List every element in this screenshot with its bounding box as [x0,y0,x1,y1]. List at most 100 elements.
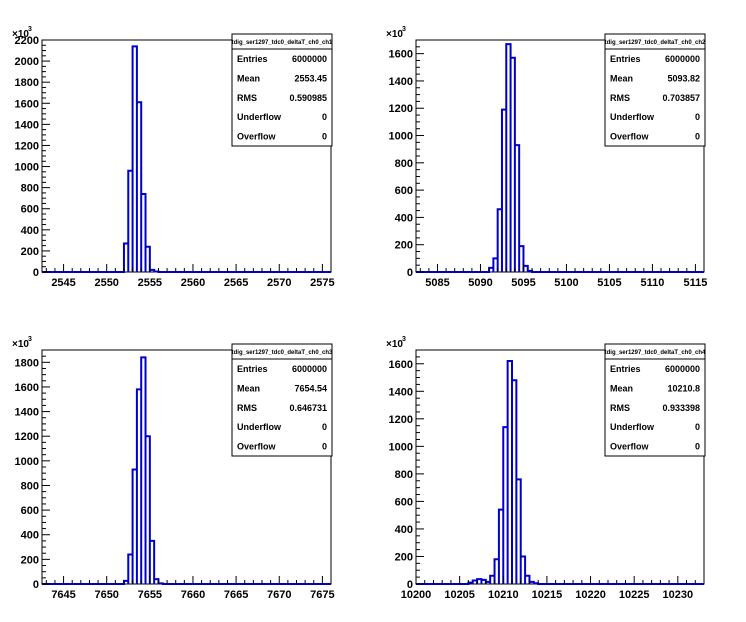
x-tick-label: 2555 [138,277,162,289]
stats-label: Entries [610,54,641,64]
x-tick-label: 5110 [640,277,664,289]
stats-value: 0 [695,442,700,452]
stats-label: Mean [237,383,260,393]
stats-label: RMS [237,93,257,103]
x-tick-label: 2550 [94,277,118,289]
stats-label: Underflow [610,112,655,122]
stats-label: Overflow [610,132,650,142]
x-tick-label: 10210 [488,589,519,601]
histogram-pad-4: 10200 10205 10210 10215 10220 10225 10230 0 200 4… [386,336,706,601]
y-tick-label: 1000 [15,162,39,174]
y-tick-label: 800 [395,158,413,170]
y-tick-label: 600 [21,505,39,517]
stats-label: Entries [237,364,268,374]
y-tick-label: 600 [395,496,413,508]
stats-value: 0 [322,422,327,432]
stats-box: tdig_ser1297_tdc0_deltaT_ch0_ch3 Entries 6… [231,343,333,457]
stats-value: 0.590985 [289,93,327,103]
stats-value: 0 [322,132,327,142]
stats-label: Mean [610,383,633,393]
stats-label: Mean [237,73,260,83]
stats-label: RMS [610,403,630,413]
y-tick-label: 600 [395,185,413,197]
x-tick-label: 5095 [511,277,535,289]
x-tick-label: 2545 [51,277,75,289]
x-tick-label: 5115 [683,277,707,289]
stats-value: 2553.45 [294,73,327,83]
x-tick-label: 10205 [444,589,475,601]
stats-label: Underflow [237,422,282,432]
stats-value: 0 [695,112,700,122]
y-tick-label: 1200 [15,431,39,443]
stats-value: 5093.82 [667,73,700,83]
histogram-pad-2: 5085 5090 5095 5100 5105 5110 5115 0 200 400 600 80… [386,26,707,289]
x-tick-label: 2560 [181,277,205,289]
y-tick-label: 400 [395,524,413,536]
stats-value: 0.646731 [289,403,327,413]
y-tick-label: 1000 [389,131,413,143]
stats-value: 0.703857 [662,93,700,103]
y-tick-label: 1800 [15,357,39,369]
y-tick-label: 1800 [15,77,39,89]
stats-label: Mean [610,73,633,83]
y-tick-label: 200 [21,246,39,258]
x-tick-label: 2570 [267,277,291,289]
x-tick-label: 5085 [425,277,449,289]
stats-title: tdig_ser1297_tdc0_deltaT_ch0_ch3 [232,350,333,356]
x-tick-label: 7645 [51,589,75,601]
stats-value: 6000000 [292,364,327,374]
stats-value: 10210.8 [667,383,700,393]
x-tick-label: 10220 [575,589,606,601]
y-tick-label: 1400 [15,119,39,131]
stats-value: 0 [322,442,327,452]
stats-label: Entries [237,54,268,64]
stats-title: tdig_ser1297_tdc0_deltaT_ch0_ch4 [605,350,706,356]
y-tick-label: 1600 [15,98,39,110]
stats-label: Overflow [610,442,650,452]
y-multiplier: ×10 [12,29,29,40]
y-multiplier: ×10 [386,29,403,40]
stats-label: RMS [237,403,257,413]
stats-box-frame [231,343,333,457]
x-tick-label: 7675 [310,589,334,601]
x-tick-label: 5105 [597,277,621,289]
y-tick-label: 1600 [389,49,413,61]
y-tick-label: 1000 [15,456,39,468]
y-tick-label: 800 [21,183,39,195]
x-tick-label: 5090 [468,277,492,289]
y-tick-label: 800 [395,469,413,481]
y-tick-label: 1200 [15,140,39,152]
stats-box-frame [231,33,333,147]
y-tick-label: 1400 [389,386,413,398]
stats-box-frame [604,343,706,457]
stats-label: RMS [610,93,630,103]
x-tick-label: 10200 [401,589,432,601]
y-tick-label: 200 [395,551,413,563]
stats-value: 6000000 [292,54,327,64]
y-multiplier-exponent: 3 [28,26,32,33]
x-tick-label: 7650 [94,589,118,601]
y-multiplier-exponent: 3 [28,336,32,343]
y-tick-label: 1000 [389,441,413,453]
stats-box: tdig_ser1297_tdc0_deltaT_ch0_ch4 Entries 6… [604,343,706,457]
x-tick-label: 7665 [224,589,248,601]
stats-value: 0 [695,132,700,142]
stats-label: Underflow [237,112,282,122]
x-tick-label: 7655 [138,589,162,601]
stats-box: tdig_ser1297_tdc0_deltaT_ch0_ch1 Entries 6… [231,33,333,147]
stats-title: tdig_ser1297_tdc0_deltaT_ch0_ch2 [605,40,706,46]
y-tick-label: 200 [21,554,39,566]
y-tick-label: 600 [21,204,39,216]
y-tick-label: 400 [395,212,413,224]
y-multiplier: ×10 [12,339,29,350]
x-tick-label: 7660 [181,589,205,601]
x-tick-label: 10230 [663,589,694,601]
y-tick-label: 1200 [389,103,413,115]
stats-box-frame [604,33,706,147]
y-tick-label: 400 [21,530,39,542]
stats-value: 7654.54 [294,383,327,393]
x-tick-label: 10215 [532,589,563,601]
stats-value: 6000000 [665,364,700,374]
y-tick-label: 1600 [389,359,413,371]
